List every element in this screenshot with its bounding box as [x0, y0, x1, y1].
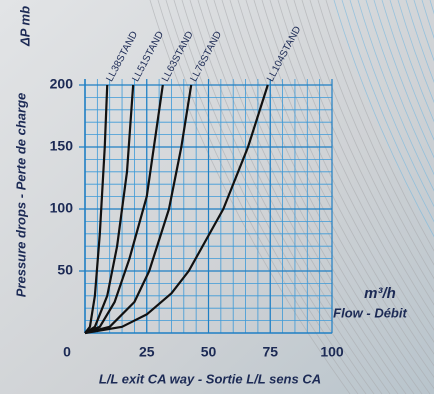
x-tick-label: 25 [139, 344, 155, 360]
x-flow-label: Flow - Débit [333, 305, 407, 320]
deco-line [253, 0, 434, 367]
y-tick-label: 50 [57, 262, 73, 278]
deco-line [205, 0, 407, 394]
deco-line [341, 0, 434, 223]
deco-line [397, 0, 434, 104]
curve [84, 84, 193, 335]
deco-line [325, 0, 434, 252]
deco-line [301, 0, 434, 293]
x-tick-label: 75 [262, 344, 278, 360]
x-tick-label: 0 [63, 344, 71, 360]
deco-line [381, 0, 434, 141]
curve [84, 84, 164, 335]
deco-line [221, 0, 423, 394]
deco-line [173, 0, 375, 394]
deco-line [413, 0, 434, 62]
deco-line [197, 0, 399, 394]
deco-line [373, 0, 434, 159]
curve [84, 84, 109, 334]
x-unit-label: m³/h [364, 285, 396, 302]
deco-line [285, 0, 434, 319]
deco-line [261, 0, 434, 355]
deco-line [181, 0, 383, 394]
y-tick-label: 100 [50, 200, 74, 216]
x-axis-label: L/L exit CA way - Sortie L/L sens CA [99, 371, 321, 386]
deco-line [149, 0, 351, 394]
deco-line [277, 0, 434, 331]
deco-line [333, 0, 434, 238]
y-tick-label: 200 [50, 76, 74, 92]
decoration [149, 0, 434, 394]
deco-line [309, 0, 434, 280]
deco-line [165, 0, 367, 394]
deco-line [349, 0, 434, 208]
deco-line [357, 0, 434, 192]
y-tick-label: 150 [50, 138, 74, 154]
deco-line [245, 0, 434, 378]
curve [84, 84, 269, 335]
y-unit-label: ΔP mb [17, 6, 32, 47]
deco-line [213, 0, 415, 394]
deco-line [237, 0, 434, 390]
deco-line [317, 0, 434, 266]
curve [84, 84, 135, 334]
y-axis-label: Pressure drops - Perte de charge [13, 93, 28, 297]
deco-line [293, 0, 434, 306]
deco-line [405, 0, 434, 83]
x-tick-label: 100 [320, 344, 344, 360]
deco-line [229, 0, 431, 394]
x-tick-label: 50 [201, 344, 217, 360]
deco-line [389, 0, 434, 123]
deco-line [269, 0, 434, 343]
deco-line [157, 0, 359, 394]
deco-line [365, 0, 434, 176]
